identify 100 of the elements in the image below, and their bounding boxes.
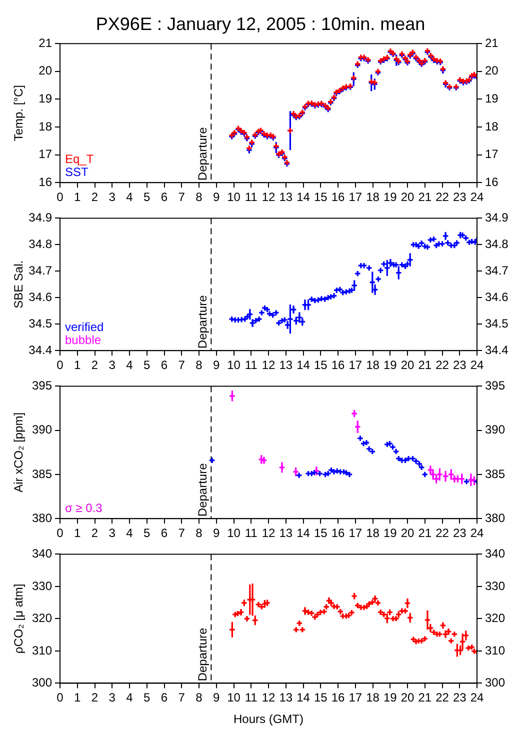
y-tick-label: 330 xyxy=(32,578,52,593)
x-tick-label: 10 xyxy=(227,190,241,204)
x-tick-label: 16 xyxy=(331,358,345,372)
x-tick-label: 2 xyxy=(91,358,98,372)
x-tick-label: 21 xyxy=(418,690,432,705)
x-tick-label: 5 xyxy=(144,690,151,705)
x-tick-label: 18 xyxy=(366,526,380,540)
x-tick-label: 17 xyxy=(348,190,362,204)
y2-tick-label: 34.4 xyxy=(485,342,509,357)
x-tick-label: 11 xyxy=(244,358,258,372)
x-tick-label: 18 xyxy=(366,358,380,372)
x-tick-label: 4 xyxy=(126,190,134,204)
y2-tick-label: 310 xyxy=(485,643,506,658)
x-tick-label: 21 xyxy=(418,358,432,372)
y-tick-label: 310 xyxy=(32,643,52,658)
y2-tick-label: 300 xyxy=(485,676,506,690)
x-tick-label: 2 xyxy=(91,690,98,705)
x-tick-label: 23 xyxy=(452,526,467,540)
x-tick-label: 24 xyxy=(470,526,484,540)
y-tick-label: 18 xyxy=(38,119,52,134)
x-tick-label: 11 xyxy=(244,690,258,705)
y2-tick-label: 18 xyxy=(485,119,499,134)
y-tick-label: 320 xyxy=(32,611,52,626)
x-tick-label: 22 xyxy=(436,190,450,204)
y-tick-label: 34.4 xyxy=(28,342,52,357)
x-tick-label: 12 xyxy=(262,690,276,705)
x-tick-label: 12 xyxy=(262,358,276,372)
x-tick-label: 7 xyxy=(178,358,186,372)
x-tick-label: 19 xyxy=(383,190,398,204)
x-tick-label: 9 xyxy=(213,358,220,372)
x-tick-label: 2 xyxy=(91,526,98,540)
y2-tick-label: 19 xyxy=(485,92,499,106)
x-tick-label: 6 xyxy=(160,358,168,372)
y2-tick-label: 21 xyxy=(485,36,499,50)
text: Eq_T xyxy=(65,152,94,166)
x-tick-label: 8 xyxy=(196,690,203,705)
y2-tick-label: 395 xyxy=(485,378,506,393)
ref-line-label: Departure xyxy=(195,294,210,349)
x-tick-label: 14 xyxy=(296,690,310,705)
x-tick-label: 22 xyxy=(436,358,450,372)
y2-tick-label: 385 xyxy=(485,466,506,481)
x-tick-label: 9 xyxy=(213,526,220,540)
x-tick-label: 5 xyxy=(144,526,151,540)
x-tick-label: 18 xyxy=(366,190,380,204)
x-tick-label: 10 xyxy=(227,690,241,705)
y2-tick-label: 340 xyxy=(485,546,506,561)
x-tick-label: 9 xyxy=(213,190,220,204)
x-tick-label: 20 xyxy=(400,358,414,372)
x-tick-label: 8 xyxy=(196,526,203,540)
x-tick-label: 8 xyxy=(196,190,203,204)
x-tick-label: 6 xyxy=(160,190,168,204)
x-tick-label: 24 xyxy=(470,690,484,705)
ref-line-label: Departure xyxy=(195,126,210,181)
x-tick-label: 1 xyxy=(74,526,82,540)
x-tick-label: 14 xyxy=(296,358,310,372)
x-axis-title: Hours (GMT) xyxy=(234,712,304,726)
x-tick-label: 5 xyxy=(144,190,151,204)
x-tick-label: 3 xyxy=(108,190,116,204)
text: SST xyxy=(65,164,90,179)
y-tick-label: 20 xyxy=(38,64,52,78)
x-tick-label: 14 xyxy=(296,526,310,540)
y-tick-label: 385 xyxy=(32,466,52,481)
x-tick-label: 21 xyxy=(418,526,432,540)
x-tick-label: 23 xyxy=(452,190,467,204)
x-tick-label: 10 xyxy=(227,358,241,372)
chart-title: PX96E : January 12, 2005 : 10min. mean xyxy=(96,14,426,34)
x-tick-label: 19 xyxy=(383,358,398,372)
x-tick-label: 18 xyxy=(366,690,380,705)
ref-line-label: Departure xyxy=(195,462,210,517)
x-tick-label: 1 xyxy=(74,358,82,372)
x-tick-label: 24 xyxy=(470,190,484,204)
x-tick-label: 11 xyxy=(244,526,258,540)
x-tick-label: 10 xyxy=(227,526,241,540)
y-axis-title: Air xCO₂ [ppm] xyxy=(12,412,26,492)
x-tick-label: 6 xyxy=(160,690,168,705)
x-tick-label: 12 xyxy=(262,526,276,540)
x-tick-label: 16 xyxy=(331,190,345,204)
y-tick-label: 340 xyxy=(32,546,52,561)
y2-tick-label: 320 xyxy=(485,611,506,626)
x-tick-label: 5 xyxy=(144,358,151,372)
x-tick-label: 13 xyxy=(279,358,293,372)
text: verified xyxy=(65,320,104,334)
x-tick-label: 19 xyxy=(383,526,398,540)
x-tick-label: 15 xyxy=(314,190,328,204)
y-tick-label: 390 xyxy=(32,422,52,437)
x-tick-label: 13 xyxy=(279,190,293,204)
x-tick-label: 4 xyxy=(126,690,134,705)
legend-label: bubble xyxy=(65,332,102,347)
x-tick-label: 14 xyxy=(296,190,310,204)
y2-tick-label: 34.8 xyxy=(485,236,509,251)
y2-tick-label: 17 xyxy=(485,147,499,162)
y-axis-title: SBE Sal. xyxy=(12,260,26,308)
y-axis-title: ρCO₂ [μ atm] xyxy=(12,584,26,654)
y2-tick-label: 34.5 xyxy=(485,316,509,330)
y2-tick-label: 34.6 xyxy=(485,290,509,304)
x-tick-label: 4 xyxy=(126,526,134,540)
y-tick-label: 300 xyxy=(32,676,52,690)
x-tick-label: 20 xyxy=(400,690,414,705)
x-tick-label: 17 xyxy=(348,526,362,540)
y-tick-label: 34.9 xyxy=(28,210,52,225)
